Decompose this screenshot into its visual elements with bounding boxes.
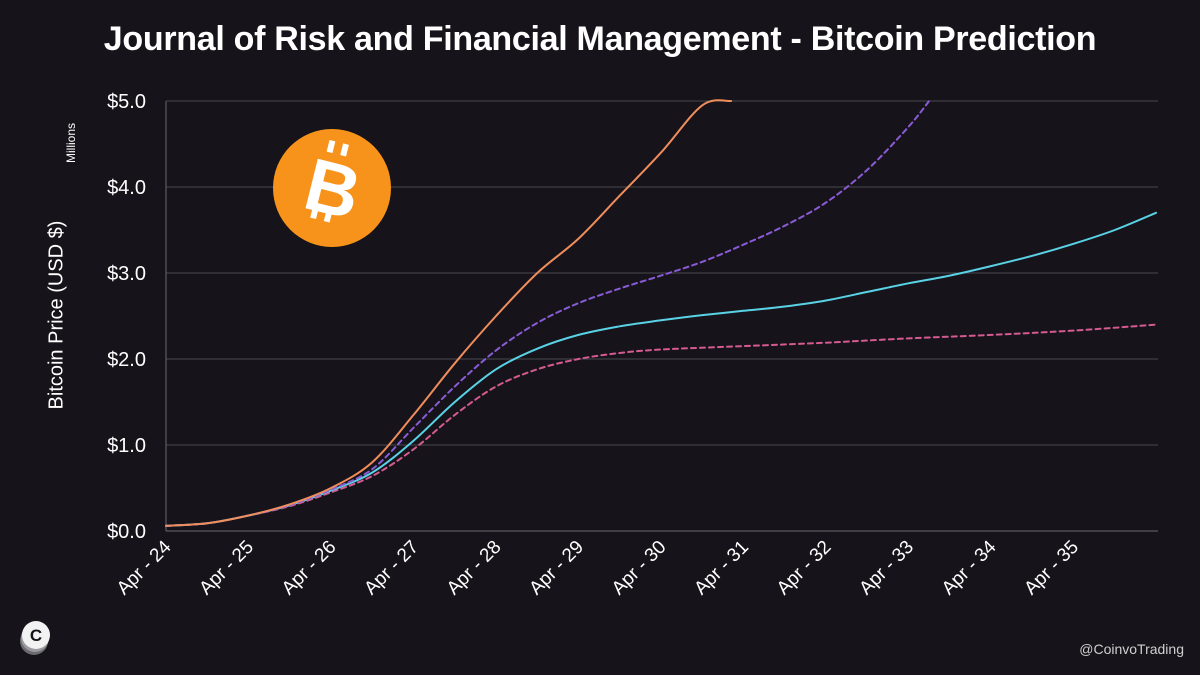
coinvo-logo-icon: C	[20, 621, 50, 655]
page-title: Journal of Risk and Financial Management…	[103, 20, 1097, 58]
x-tick-label: Apr - 27	[360, 537, 423, 600]
y-tick-label: $1.0	[107, 435, 146, 457]
x-tick-label: Apr - 33	[855, 537, 918, 600]
y-tick-label: $4.0	[107, 177, 146, 199]
svg-text:C: C	[30, 626, 42, 645]
x-tick-label: Apr - 31	[690, 537, 753, 600]
x-tick-label: Apr - 24	[113, 536, 176, 599]
x-tick-label: Apr - 29	[525, 537, 588, 600]
x-tick-label: Apr - 34	[938, 536, 1001, 599]
x-tick-label: Apr - 26	[278, 537, 341, 600]
x-ticks: Apr - 24 Apr - 25 Apr - 26 Apr - 27 Apr - 28…	[113, 536, 1083, 599]
y-tick-label: $0.0	[107, 521, 146, 543]
x-tick-label: Apr - 35	[1020, 537, 1083, 600]
y-ticks: $0.0 $1.0 $2.0 $3.0 $4.0 $5.0	[107, 91, 146, 543]
y-tick-label: $2.0	[107, 349, 146, 371]
y-tick-label: $5.0	[107, 91, 146, 113]
author-handle: @CoinvoTrading	[1079, 641, 1184, 657]
series-line-0	[165, 99, 733, 527]
x-tick-label: Apr - 25	[195, 537, 258, 600]
grid	[165, 100, 1158, 532]
bitcoin-icon: B	[273, 129, 391, 247]
x-tick-label: Apr - 28	[443, 537, 506, 600]
series-group	[165, 99, 1157, 527]
series-line-2	[165, 211, 1157, 527]
x-tick-label: Apr - 32	[773, 537, 836, 600]
y-tick-label: $3.0	[107, 263, 146, 285]
x-tick-label: Apr - 30	[608, 537, 671, 600]
